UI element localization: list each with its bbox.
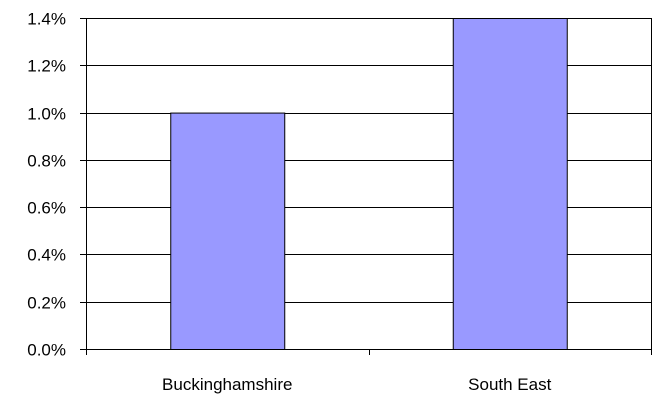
- y-tick-labels: 0.0% 0.2% 0.4% 0.6% 0.8% 1.0% 1.2% 1.4%: [27, 10, 66, 360]
- y-tick-label: 1.2%: [27, 57, 66, 76]
- bar-south-east: [452, 18, 568, 350]
- x-category-label: South East: [468, 375, 551, 394]
- y-tick-label: 0.6%: [27, 199, 66, 218]
- y-tick-label: 1.4%: [27, 10, 66, 29]
- bars: [170, 18, 568, 350]
- y-tick-label: 0.0%: [27, 341, 66, 360]
- y-tick-label: 0.2%: [27, 294, 66, 313]
- y-tick-label: 1.0%: [27, 105, 66, 124]
- x-category-labels: Buckinghamshire South East: [162, 375, 552, 394]
- bar-buckinghamshire: [170, 112, 286, 350]
- axes: [80, 18, 652, 355]
- y-tick-label: 0.8%: [27, 152, 66, 171]
- y-tick-label: 0.4%: [27, 246, 66, 265]
- x-category-label: Buckinghamshire: [162, 375, 292, 394]
